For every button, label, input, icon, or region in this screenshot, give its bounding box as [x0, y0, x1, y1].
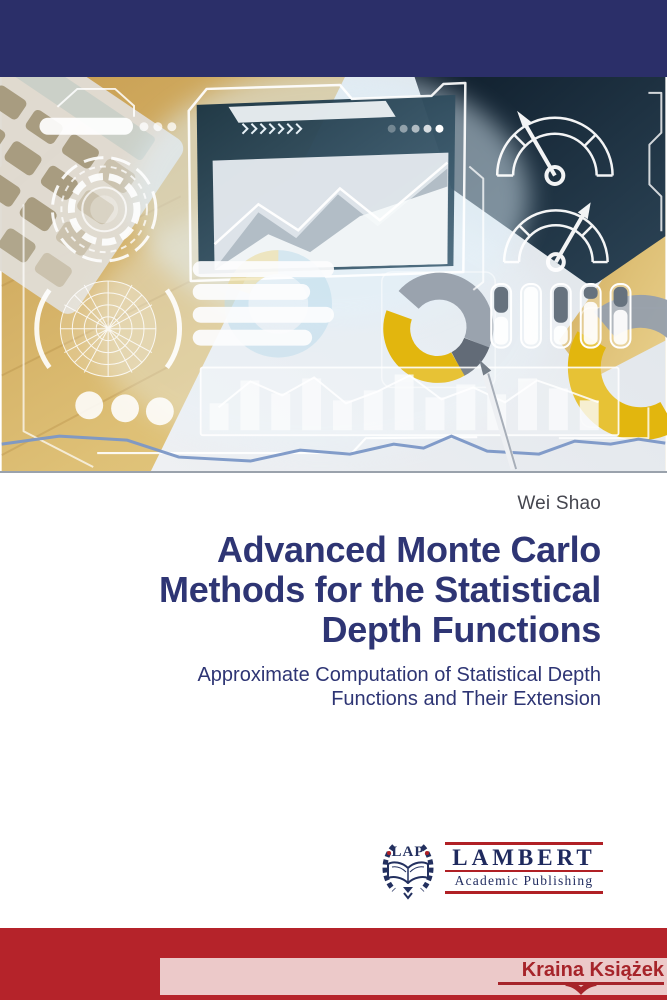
logo-rule-middle: [445, 870, 603, 873]
dashboard-photo-illustration: [0, 77, 667, 471]
watermark-underline: [498, 982, 664, 985]
store-watermark: Kraina Książek: [498, 960, 667, 996]
watermark-band: Kraina Książek: [160, 958, 667, 995]
gauge-icon-1: [495, 110, 614, 186]
publisher-wordmark: LAMBERT Academic Publishing: [445, 841, 603, 895]
search-pill: [39, 117, 177, 135]
dot-row: [75, 391, 174, 426]
chevrons-icon: [241, 123, 303, 135]
store-name: Kraina Książek: [521, 959, 664, 981]
area-chart: [212, 152, 449, 271]
top-navy-bar: [0, 0, 667, 77]
status-dots: [387, 124, 444, 133]
laurel-right: [420, 844, 434, 892]
title-line-3: Depth Functions: [321, 608, 602, 650]
logo-rule-top: [445, 841, 603, 845]
badge-red-dot-right: [425, 851, 429, 855]
title-line-1: Advanced Monte Carlo: [216, 529, 601, 570]
bar-chart: [199, 366, 620, 437]
publisher-name: LAMBERT: [452, 844, 596, 870]
donut-chart-1: [383, 272, 494, 383]
column-chart: [490, 282, 632, 349]
subtitle-line-1: Approximate Computation of Statistical D…: [197, 663, 601, 686]
screen-title-bar: [228, 100, 396, 123]
subtitle-line-2: Functions and Their Extension: [331, 687, 601, 710]
cover-artwork: [0, 77, 667, 473]
watermark-book-icon: [498, 984, 664, 996]
author-name: Wei Shao: [517, 493, 601, 514]
laurel-left: [382, 844, 396, 892]
bottom-red-bar: Kraina Książek: [0, 928, 667, 1000]
lap-acronym: LAP: [392, 844, 425, 860]
progress-bars: [192, 261, 334, 346]
cover-text-section: Wei Shao Advanced Monte Carlo Methods fo…: [0, 473, 667, 928]
radar-chart: [34, 280, 182, 377]
line-chart-blue: [1, 434, 666, 463]
lap-badge-icon: LAP: [378, 836, 438, 900]
hud-frame-lines: [22, 91, 663, 468]
publisher-logo: LAP LAMBERT: [378, 836, 603, 900]
publisher-tagline: Academic Publishing: [454, 873, 594, 889]
gauge-icon-2: [502, 202, 609, 273]
badge-ribbon: [403, 887, 413, 900]
hud-octagon: [56, 87, 136, 117]
open-book-icon: [387, 861, 429, 884]
badge-red-dot-left: [387, 851, 391, 855]
book-title: Advanced Monte Carlo Methods for the Sta…: [0, 530, 601, 650]
line-chart-white: [217, 374, 599, 409]
logo-rule-bottom: [445, 891, 603, 895]
title-line-2: Methods for the Statistical: [159, 568, 601, 610]
book-subtitle: Approximate Computation of Statistical D…: [0, 663, 601, 711]
tech-ring-icon: [50, 156, 158, 263]
